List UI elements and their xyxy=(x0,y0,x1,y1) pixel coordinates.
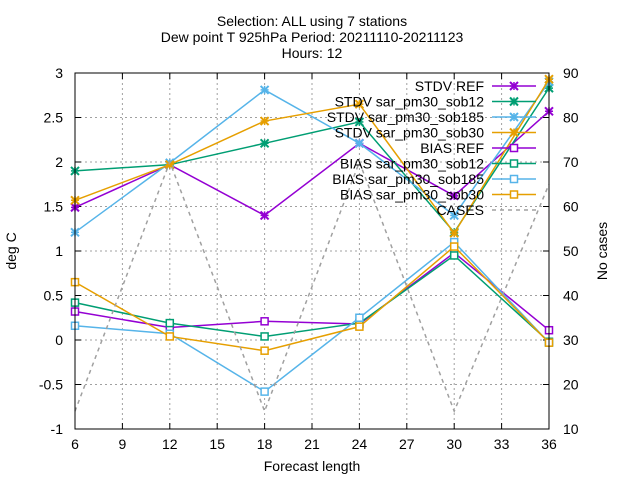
legend-marker xyxy=(509,112,519,122)
series-line xyxy=(74,254,550,343)
x-tick-label: 24 xyxy=(352,436,368,452)
data-point xyxy=(355,322,364,331)
y2-tick-label: 90 xyxy=(563,65,579,81)
y2-tick-label: 10 xyxy=(563,421,579,437)
series-line xyxy=(74,78,550,235)
data-point xyxy=(259,210,270,221)
y-tick-label: 2.5 xyxy=(44,110,64,126)
y-axis-label: deg C xyxy=(3,232,19,269)
x-tick-label: 21 xyxy=(304,436,320,452)
legend-label: STDV sar_pm30_sob30 xyxy=(335,125,485,141)
y2-tick-label: 30 xyxy=(563,332,579,348)
data-point xyxy=(449,228,459,238)
x-tick-label: 27 xyxy=(399,436,415,452)
y-tick-label: -0.5 xyxy=(39,377,63,393)
legend-label: BIAS sar_pm30_sob185 xyxy=(332,171,484,187)
x-axis-label: Forecast length xyxy=(264,458,361,474)
legend-label: STDV REF xyxy=(415,78,484,94)
data-point xyxy=(165,318,175,328)
plot-frame xyxy=(74,72,550,430)
legend-label: STDV sar_pm30_sob185 xyxy=(327,109,484,125)
chart-title-line: Dew point T 925hPa Period: 20211110-2021… xyxy=(161,29,464,45)
data-point xyxy=(260,346,269,355)
data-point xyxy=(449,251,459,260)
y-tick-label: 2 xyxy=(55,154,63,170)
legend-marker xyxy=(509,81,519,91)
x-tick-label: 12 xyxy=(162,436,178,452)
y2-axis-label: No cases xyxy=(594,222,610,280)
series-line xyxy=(74,251,550,331)
data-point xyxy=(260,332,269,341)
y2-tick-label: 60 xyxy=(563,199,579,215)
x-tick-label: 18 xyxy=(257,436,273,452)
legend-marker xyxy=(509,174,519,184)
data-point xyxy=(354,138,365,149)
x-tick-label: 9 xyxy=(119,436,127,452)
y-tick-label: 0.5 xyxy=(44,288,64,304)
data-point xyxy=(259,85,270,95)
x-tick-label: 33 xyxy=(494,436,510,452)
x-tick-label: 36 xyxy=(541,436,557,452)
legend-label: BIAS sar_pm30_sob12 xyxy=(340,156,484,172)
y2-tick-label: 70 xyxy=(563,154,579,170)
data-point xyxy=(354,99,365,109)
chart-title-line: Selection: ALL using 7 stations xyxy=(217,13,407,29)
legend-marker xyxy=(509,190,519,199)
series-line xyxy=(74,241,550,393)
data-point xyxy=(259,116,270,126)
y-tick-label: 3 xyxy=(55,65,63,81)
legend-label: BIAS sar_pm30_sob30 xyxy=(340,187,484,203)
legend-label: CASES xyxy=(437,202,484,218)
y-tick-label: -1 xyxy=(51,421,64,437)
data-point xyxy=(260,387,269,396)
y-tick-label: 1 xyxy=(55,243,63,259)
y2-tick-label: 50 xyxy=(563,243,579,259)
legend-label: BIAS REF xyxy=(420,140,484,156)
legend-marker xyxy=(509,159,519,168)
series-line xyxy=(74,110,550,217)
y2-tick-label: 40 xyxy=(563,288,579,304)
legend-label: STDV sar_pm30_sob12 xyxy=(335,94,485,110)
y2-tick-label: 80 xyxy=(563,110,579,126)
data-point xyxy=(354,117,365,127)
legend-marker xyxy=(509,127,519,138)
y-tick-label: 1.5 xyxy=(44,199,64,215)
data-point xyxy=(449,210,459,221)
legend-marker xyxy=(509,143,519,153)
y2-tick-label: 20 xyxy=(563,377,579,393)
series-line xyxy=(74,159,550,414)
data-point xyxy=(165,332,175,341)
data-point xyxy=(449,242,459,251)
y-tick-label: 0 xyxy=(55,332,63,348)
chart-title-line: Hours: 12 xyxy=(282,45,343,61)
data-point xyxy=(449,191,459,201)
data-point xyxy=(259,138,270,149)
x-tick-label: 15 xyxy=(209,436,225,452)
x-tick-label: 30 xyxy=(446,436,462,452)
x-tick-label: 6 xyxy=(71,436,79,452)
series-line xyxy=(74,245,550,352)
legend-marker xyxy=(509,96,519,107)
data-point xyxy=(355,313,364,322)
data-point xyxy=(260,317,269,326)
series-line xyxy=(74,81,550,233)
